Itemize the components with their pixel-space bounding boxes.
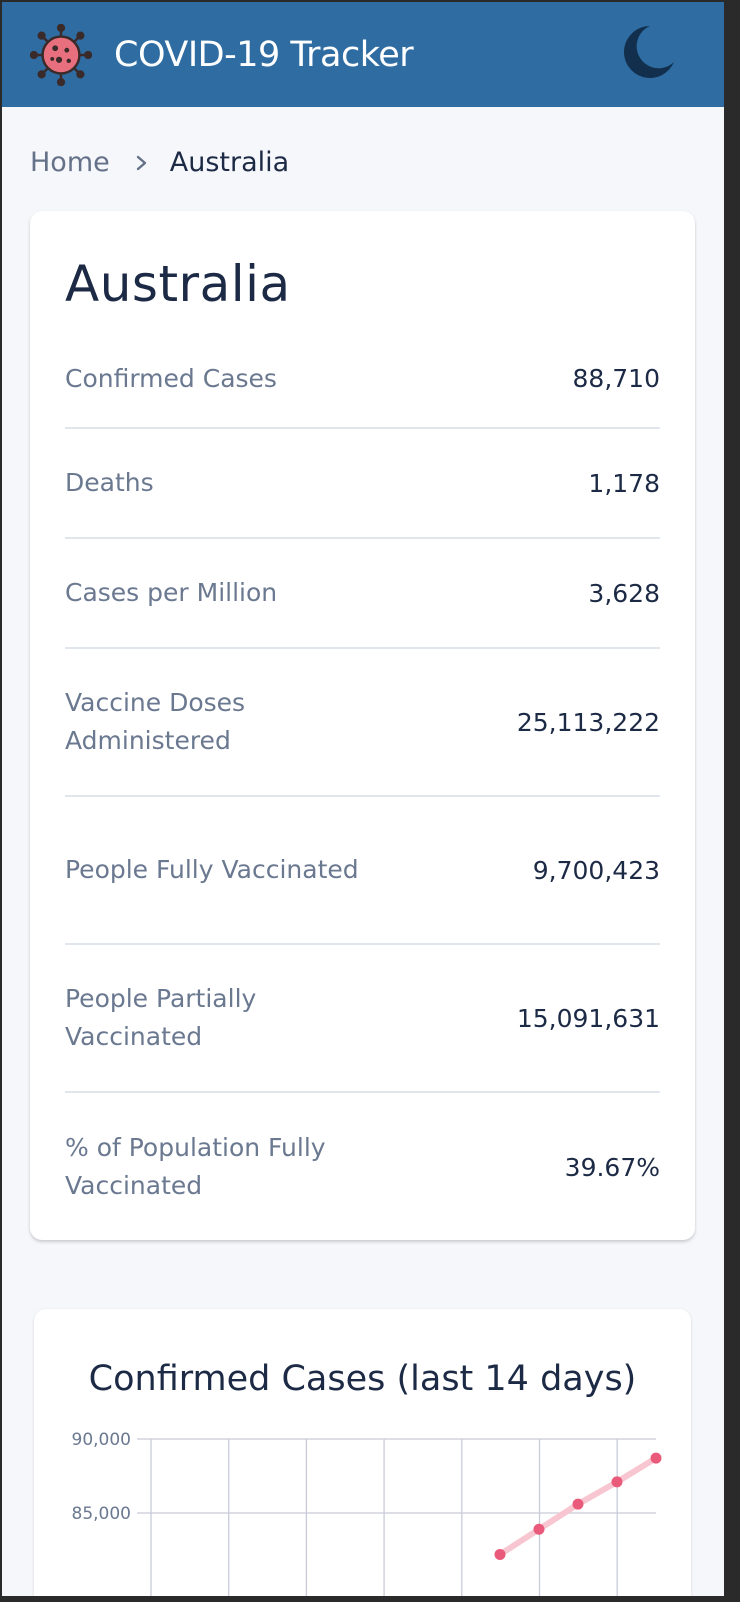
data-point [533, 1523, 545, 1535]
y-tick-label: 85,000 [72, 1504, 131, 1524]
stat-value: 1,178 [588, 468, 660, 498]
stat-row-vaccine-doses: Vaccine Doses Administered 25,113,222 [65, 649, 660, 797]
stat-value: 25,113,222 [516, 707, 660, 737]
chart-title: Confirmed Cases (last 14 days) [88, 1359, 637, 1399]
data-point [650, 1452, 662, 1464]
stat-value: 9,700,423 [532, 855, 660, 885]
country-stats-card: Australia Confirmed Cases 88,710 Deaths … [30, 211, 695, 1240]
stat-label: Cases per Million [65, 578, 278, 607]
breadcrumb: Home Australia [30, 147, 289, 178]
stat-value: 88,710 [572, 364, 660, 393]
stat-label: Deaths [65, 468, 154, 497]
stat-label: People Partially Vaccinated [65, 984, 257, 1051]
stat-value: 15,091,631 [516, 1003, 660, 1033]
stat-value: 3,628 [588, 578, 660, 608]
data-point [494, 1548, 506, 1560]
breadcrumb-home-link[interactable]: Home [30, 147, 110, 178]
data-point [572, 1498, 584, 1510]
breadcrumb-current: Australia [169, 147, 290, 178]
y-tick-label: 90,000 [72, 1430, 131, 1450]
stat-value: 39.67% [564, 1152, 660, 1182]
confirmed-cases-chart-card: Confirmed Cases (last 14 days) 90,000 85,… [34, 1309, 691, 1596]
stat-row-partially-vaccinated: People Partially Vaccinated 15,091,631 [65, 945, 660, 1093]
stat-row-percent-fully-vaccinated: % of Population Fully Vaccinated 39.67% [65, 1093, 660, 1241]
chevron-right-icon [136, 155, 146, 170]
app-title: COVID-19 Tracker [114, 34, 414, 75]
stat-label: Confirmed Cases [65, 363, 277, 393]
stat-row-confirmed-cases: Confirmed Cases 88,710 [65, 330, 660, 429]
stat-label: People Fully Vaccinated [65, 855, 359, 884]
app-frame: COVID-19 Tracker Home Australia Australi… [2, 2, 724, 1596]
stat-row-cases-per-million: Cases per Million 3,628 [65, 539, 660, 649]
moon-icon[interactable] [620, 22, 676, 82]
country-title: Australia [65, 255, 291, 313]
stat-row-deaths: Deaths 1,178 [65, 429, 660, 539]
confirmed-cases-chart: 90,000 85,000 [72, 1430, 662, 1596]
stat-label: Vaccine Doses Administered [65, 688, 246, 755]
data-point [611, 1476, 623, 1488]
virus-icon [30, 23, 92, 86]
app-header: COVID-19 Tracker [2, 2, 724, 107]
stat-row-fully-vaccinated: People Fully Vaccinated 9,700,423 [65, 797, 660, 945]
stat-label: % of Population Fully Vaccinated [65, 1133, 326, 1200]
